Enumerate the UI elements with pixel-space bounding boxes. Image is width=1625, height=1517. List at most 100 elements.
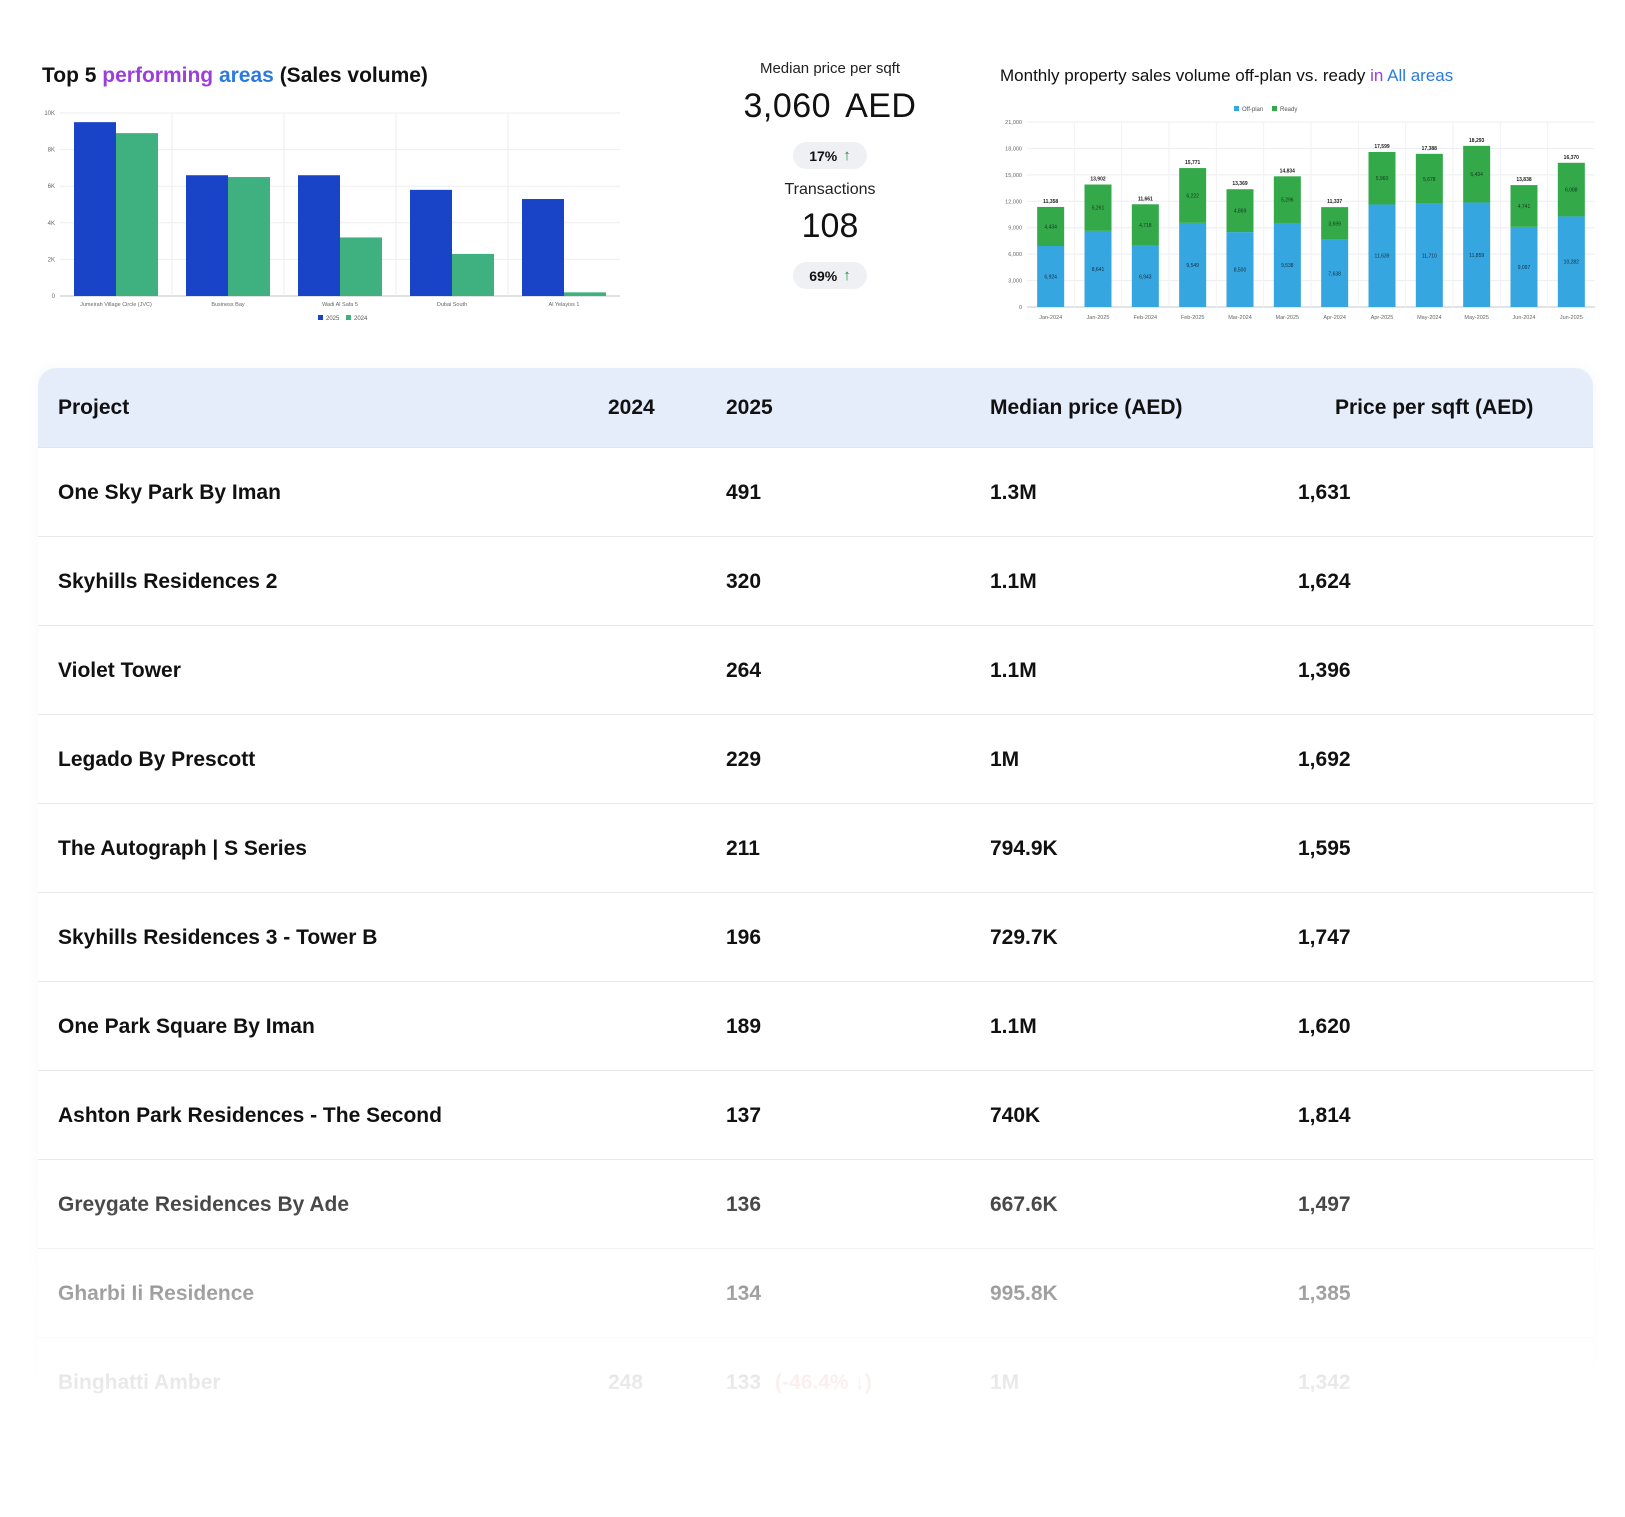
header-2024[interactable]: 2024 (608, 395, 655, 419)
y-tick-label: 0 (52, 294, 56, 300)
year-2025-cell-text: 491 (726, 480, 762, 504)
x-tick-label: Feb-2024 (1134, 315, 1158, 321)
median-price-cell: 995.8K (990, 1249, 1058, 1338)
bar-off-plan (1321, 239, 1349, 307)
header-price-per-sqft[interactable]: Price per sqft (AED) (1335, 395, 1534, 419)
bar-ready (1510, 185, 1538, 227)
price-per-sqft-cell: 1,342 (1298, 1338, 1351, 1427)
project-cell-text: Greygate Residences By Ade (58, 1192, 350, 1216)
project-cell[interactable]: Skyhills Residences 2 (58, 537, 277, 626)
bar-off-plan (1037, 246, 1065, 307)
table-row[interactable]: Binghatti Amber 248 133 (-46.4% ↓) 1M 1,342 (38, 1338, 1593, 1427)
price-per-sqft-cell: 1,747 (1298, 893, 1351, 982)
off-plan-value-label: 8,641 (1092, 267, 1105, 273)
off-plan-value-label: 9,538 (1281, 263, 1294, 269)
x-tick-label: Jumeirah Village Circle (JVC) (80, 302, 152, 308)
monthly-title-in: in (1370, 66, 1384, 85)
table-row[interactable]: Ashton Park Residences - The Second 137 74… (38, 1071, 1593, 1160)
price-per-sqft-cell: 1,624 (1298, 537, 1351, 626)
ready-value-label: 6,088 (1565, 188, 1578, 194)
price-per-sqft-cell-text: 1,624 (1298, 569, 1351, 593)
project-cell[interactable]: Skyhills Residences 3 - Tower B (58, 893, 377, 982)
bar-2024 (116, 133, 158, 296)
transactions-change-value: 69% (809, 267, 838, 284)
x-tick-label: Jun-2025 (1560, 315, 1583, 321)
price-per-sqft-cell: 1,692 (1298, 715, 1351, 804)
transactions-label: Transactions (784, 181, 876, 198)
price-per-sqft-cell-text: 1,342 (1298, 1370, 1351, 1394)
y-tick-label: 2K (48, 257, 55, 263)
median-price-cell: 667.6K (990, 1160, 1058, 1249)
project-cell[interactable]: Binghatti Amber (58, 1338, 221, 1427)
total-value-label: 11,337 (1327, 199, 1342, 205)
bar-ready (1226, 189, 1254, 233)
year-2025-cell-text: 320 (726, 569, 762, 593)
y-tick-label: 3,000 (1008, 279, 1022, 285)
table-row[interactable]: Gharbi Ii Residence 134 995.8K 1,385 (38, 1249, 1593, 1338)
y-tick-label: 18,000 (1005, 146, 1022, 152)
top-areas-bar-chart: 0 2K 4K 6K 8K 10K Jumeirah Village Circle (JVC… (44, 111, 620, 322)
bar-ready (1037, 206, 1065, 247)
table-row[interactable]: Legado By Prescott 229 1M 1,692 (38, 715, 1593, 804)
price-per-sqft-cell-text: 1,385 (1298, 1281, 1351, 1305)
project-cell-text: Ashton Park Residences - The Second (58, 1103, 442, 1127)
total-value-label: 17,599 (1374, 144, 1390, 150)
projects-table: Project 2024 2025 Median price (AED) Pri… (38, 368, 1593, 1517)
year-2025-cell-text: 137 (726, 1103, 762, 1127)
project-cell[interactable]: Violet Tower (58, 626, 181, 715)
year-2025-cell: 136 (726, 1160, 775, 1249)
y-tick-label: 12,000 (1005, 199, 1022, 205)
header-project[interactable]: Project (58, 395, 130, 419)
project-cell[interactable]: One Park Square By Iman (58, 982, 315, 1071)
x-tick-label: Jan-2024 (1039, 315, 1062, 321)
top-areas-title-word2: areas (213, 64, 274, 87)
year-2025-cell-text: 196 (726, 925, 762, 949)
project-cell[interactable]: Gharbi Ii Residence (58, 1249, 254, 1338)
bar-2024 (228, 177, 270, 296)
bar-ready (1131, 204, 1159, 246)
bar-off-plan (1179, 222, 1207, 307)
y-tick-label: 6,000 (1008, 252, 1022, 258)
legend-label: 2024 (354, 316, 368, 322)
price-per-sqft-cell-text: 1,747 (1298, 925, 1351, 949)
total-value-label: 15,771 (1185, 160, 1201, 166)
table-row[interactable]: Skyhills Residences 3 - Tower B 196 729.7K… (38, 893, 1593, 982)
table-row[interactable]: One Sky Park By Iman 491 1.3M 1,631 (38, 448, 1593, 537)
price-per-sqft-cell: 1,396 (1298, 626, 1351, 715)
header-median-price[interactable]: Median price (AED) (990, 395, 1183, 419)
header-2025[interactable]: 2025 (726, 395, 773, 419)
bar-off-plan (1131, 245, 1159, 307)
top-areas-title-suffix: (Sales volume) (273, 64, 428, 87)
table-row[interactable]: Greygate Residences By Ade 136 667.6K 1,497 (38, 1160, 1593, 1249)
bar-2025 (74, 122, 116, 297)
median-price-label: Median price per sqft (759, 60, 901, 77)
project-cell[interactable]: Ashton Park Residences - The Second (58, 1071, 442, 1160)
legend-label: Ready (1280, 107, 1297, 113)
bar-off-plan (1368, 204, 1396, 307)
year-2025-cell: 134 (726, 1249, 775, 1338)
table-row[interactable]: The Autograph | S Series 211 794.9K 1,595 (38, 804, 1593, 893)
y-tick-label: 6K (48, 184, 55, 190)
monthly-title-area: All areas (1383, 66, 1454, 85)
x-tick-label: Wadi Al Safa 5 (322, 302, 358, 308)
median-price-unit: AED (845, 87, 917, 125)
bar-off-plan (1463, 202, 1491, 307)
price-per-sqft-cell-text: 1,595 (1298, 836, 1351, 860)
price-per-sqft-cell: 1,814 (1298, 1071, 1351, 1160)
table-row[interactable]: Skyhills Residences 2 320 1.1M 1,624 (38, 537, 1593, 626)
price-per-sqft-cell: 1,595 (1298, 804, 1351, 893)
project-cell[interactable]: Greygate Residences By Ade (58, 1160, 349, 1249)
table-row[interactable]: One Park Square By Iman 189 1.1M 1,620 (38, 982, 1593, 1071)
project-cell[interactable]: The Autograph | S Series (58, 804, 307, 893)
bar-ready (1179, 168, 1207, 223)
x-tick-label: Mar-2024 (1228, 315, 1252, 321)
bar-ready (1463, 145, 1491, 203)
price-per-sqft-cell-text: 1,631 (1298, 480, 1351, 504)
y-tick-label: 9,000 (1008, 226, 1022, 232)
project-cell[interactable]: Legado By Prescott (58, 715, 255, 804)
project-cell[interactable]: One Sky Park By Iman (58, 448, 281, 537)
legend-swatch (1272, 106, 1277, 111)
table-row[interactable]: Violet Tower 264 1.1M 1,396 (38, 626, 1593, 715)
ready-value-label: 5,296 (1281, 198, 1294, 204)
transactions-change-badge: 69% ↑ (793, 262, 867, 289)
